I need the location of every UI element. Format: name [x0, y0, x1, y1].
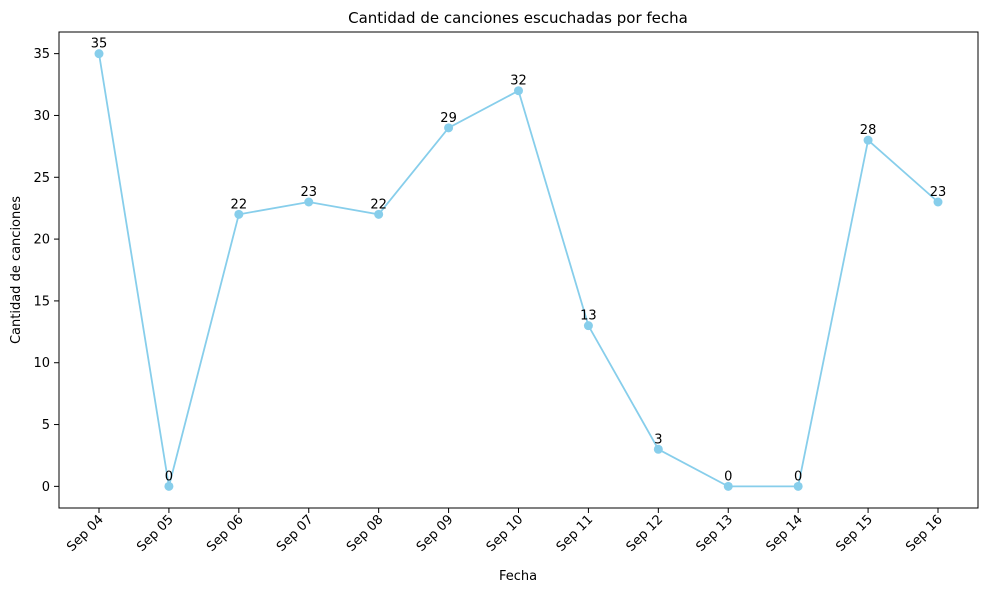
data-label: 29	[440, 111, 457, 126]
data-label: 35	[91, 37, 108, 52]
y-tick-label: 15	[33, 294, 50, 309]
data-point	[793, 481, 803, 491]
data-point	[514, 86, 523, 96]
x-tick-label: Sep 07	[274, 512, 317, 555]
x-tick-label: Sep 13	[694, 512, 737, 555]
data-label: 23	[930, 185, 947, 200]
data-point	[234, 209, 244, 219]
data-label: 22	[370, 197, 387, 212]
x-tick-label: Sep 12	[624, 512, 667, 555]
y-tick-label: 10	[33, 356, 50, 371]
y-tick-label: 20	[33, 233, 50, 248]
x-tick-label: Sep 11	[554, 512, 597, 555]
y-tick-label: 5	[42, 418, 50, 433]
x-tick-label: Sep 06	[204, 512, 247, 555]
x-tick-label: Sep 10	[484, 512, 527, 555]
x-tick-label: Sep 16	[903, 512, 946, 555]
data-label: 0	[794, 469, 802, 484]
data-point	[583, 321, 593, 331]
y-tick-label: 30	[33, 109, 50, 124]
data-point	[653, 444, 663, 454]
x-tick-label: Sep 08	[344, 512, 387, 555]
data-point	[304, 197, 314, 207]
data-label: 0	[165, 469, 173, 484]
y-tick-label: 25	[33, 171, 50, 186]
y-axis-label: Cantidad de canciones	[9, 196, 24, 344]
chart-title: Cantidad de canciones escuchadas por fec…	[348, 9, 688, 27]
data-point	[723, 481, 733, 491]
data-label: 0	[724, 469, 732, 484]
data-point	[863, 135, 873, 145]
data-label: 3	[654, 432, 662, 447]
x-tick-label: Sep 05	[134, 512, 177, 555]
x-tick-label: Sep 15	[833, 512, 876, 555]
series-line	[98, 53, 939, 488]
data-point	[374, 209, 384, 219]
axes-frame	[58, 31, 979, 509]
data-point	[164, 481, 174, 491]
data-label: 28	[860, 123, 877, 138]
x-axis-label: Fecha	[499, 569, 537, 584]
y-tick-label: 35	[33, 47, 50, 62]
data-label: 13	[580, 309, 597, 324]
data-point	[933, 197, 943, 207]
y-tick-label: 0	[42, 480, 50, 495]
data-label: 22	[231, 197, 248, 212]
data-point	[444, 123, 454, 133]
data-label: 23	[300, 185, 317, 200]
x-tick-label: Sep 14	[763, 512, 806, 555]
x-tick-label: Sep 04	[64, 512, 107, 555]
x-tick-label: Sep 09	[414, 512, 457, 555]
data-point	[94, 49, 104, 59]
data-label: 32	[510, 74, 527, 89]
